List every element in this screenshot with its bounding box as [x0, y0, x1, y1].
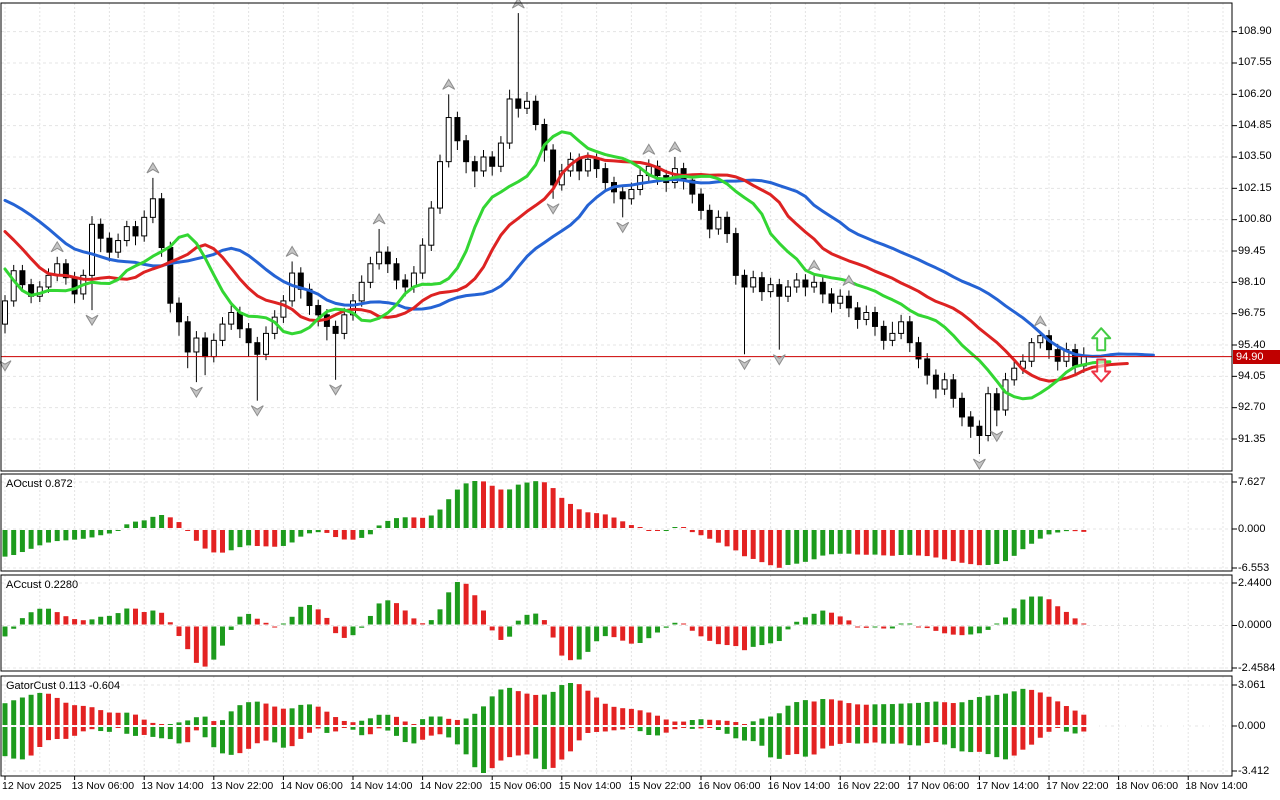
- trading-chart-window: { "window": {"background": "#ffffff"}, "…: [0, 0, 1280, 800]
- chart-canvas[interactable]: [0, 0, 1280, 800]
